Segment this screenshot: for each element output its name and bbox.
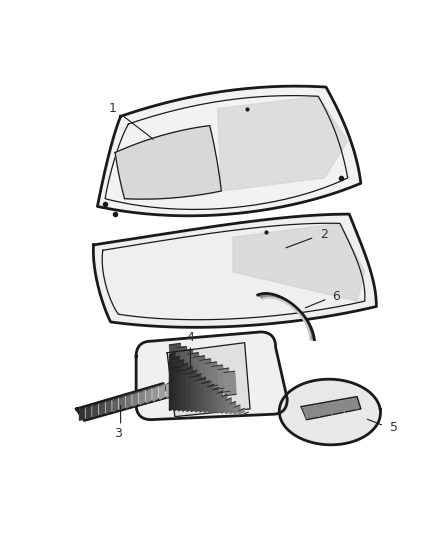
Polygon shape	[200, 359, 212, 384]
Polygon shape	[187, 353, 200, 377]
Polygon shape	[191, 370, 197, 411]
Polygon shape	[234, 405, 240, 414]
Polygon shape	[187, 367, 192, 411]
Polygon shape	[120, 396, 124, 410]
Polygon shape	[213, 387, 218, 413]
Polygon shape	[212, 365, 224, 390]
Polygon shape	[204, 381, 209, 412]
Polygon shape	[174, 356, 179, 411]
Polygon shape	[208, 384, 214, 413]
Polygon shape	[170, 353, 175, 410]
Polygon shape	[93, 214, 376, 327]
Polygon shape	[226, 398, 231, 414]
Polygon shape	[195, 374, 201, 412]
Polygon shape	[133, 392, 138, 406]
Polygon shape	[222, 394, 227, 413]
Polygon shape	[99, 402, 104, 415]
Polygon shape	[176, 346, 188, 371]
Text: 4: 4	[187, 331, 194, 344]
Polygon shape	[113, 398, 117, 411]
Polygon shape	[239, 408, 244, 414]
Polygon shape	[106, 400, 111, 414]
Text: 5: 5	[389, 421, 398, 434]
Text: 6: 6	[332, 290, 340, 303]
Polygon shape	[140, 390, 144, 405]
Polygon shape	[205, 362, 218, 386]
Polygon shape	[194, 356, 206, 381]
Text: 1: 1	[109, 102, 117, 115]
Polygon shape	[301, 397, 361, 419]
Polygon shape	[80, 408, 84, 421]
Polygon shape	[233, 223, 365, 301]
Polygon shape	[86, 406, 91, 419]
Polygon shape	[218, 368, 230, 393]
Polygon shape	[230, 401, 236, 414]
Polygon shape	[136, 332, 287, 419]
Polygon shape	[178, 360, 184, 411]
Polygon shape	[243, 412, 248, 414]
Polygon shape	[153, 386, 158, 401]
Polygon shape	[181, 350, 194, 374]
Polygon shape	[77, 384, 170, 421]
Polygon shape	[218, 96, 348, 191]
Polygon shape	[217, 391, 223, 413]
Polygon shape	[170, 343, 182, 368]
Polygon shape	[167, 343, 250, 417]
Polygon shape	[93, 404, 98, 417]
Text: 3: 3	[114, 427, 122, 440]
Polygon shape	[166, 382, 171, 398]
Polygon shape	[146, 388, 151, 403]
Polygon shape	[126, 394, 131, 408]
Polygon shape	[115, 126, 221, 199]
Polygon shape	[224, 371, 236, 396]
Polygon shape	[200, 377, 205, 412]
Polygon shape	[258, 294, 314, 340]
Text: 2: 2	[321, 229, 328, 241]
Polygon shape	[279, 379, 381, 445]
Polygon shape	[160, 384, 164, 399]
Polygon shape	[183, 363, 188, 411]
Polygon shape	[97, 86, 361, 216]
